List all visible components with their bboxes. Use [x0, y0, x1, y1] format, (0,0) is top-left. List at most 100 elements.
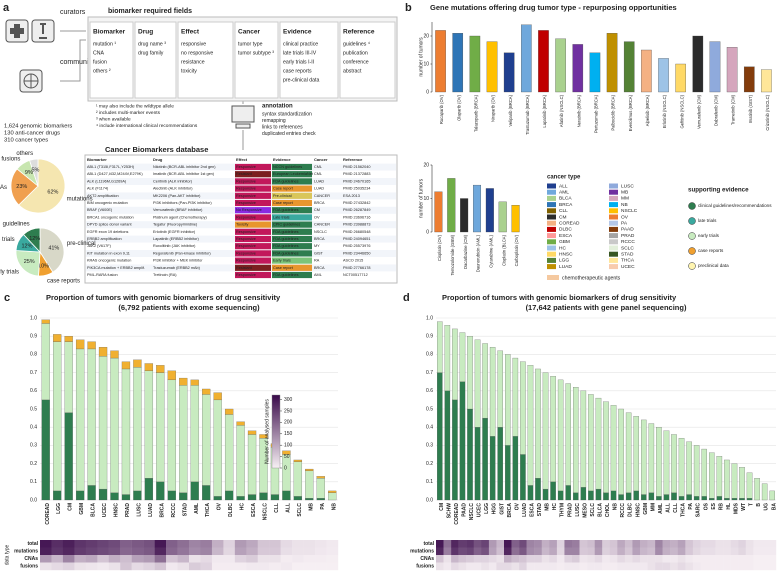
x-tick-label: MM [650, 503, 656, 511]
table-cell: PMID 25035234 [343, 187, 370, 191]
x-tick-label: LUSC [575, 503, 581, 517]
bar-segment [293, 459, 303, 462]
table-cell-color [235, 250, 271, 257]
table-cell: PI3K inhibitors (Pan-PI3K inhibitor) [153, 201, 212, 205]
legend-label: case reports [698, 248, 724, 253]
table-cell: ESA 2013 [343, 194, 360, 198]
colorbar-tick-label: 50 [284, 454, 290, 460]
heatmap-cell [223, 562, 236, 571]
table-cell: GIST [314, 251, 324, 255]
bar-segment [512, 436, 519, 501]
heatmap-cell [526, 540, 535, 548]
heatmap-cell [120, 540, 132, 548]
heatmap-cell [526, 547, 535, 556]
legend-swatch [547, 251, 556, 257]
heatmap-cell [579, 562, 588, 571]
heatmap-cell [594, 562, 603, 571]
heatmap-cell [481, 562, 490, 571]
x-tick-label: RCCC [620, 503, 626, 518]
field-item: conference [343, 59, 369, 65]
annotation-item: links to references [262, 124, 303, 130]
x-tick-label: ALL [285, 503, 291, 513]
bar-segment [156, 365, 165, 373]
heatmap-cell [647, 555, 656, 563]
table-cell: PMID 25573976 [343, 244, 370, 248]
table-cell: European LeukemiaNet [273, 172, 314, 176]
field-box [89, 21, 134, 99]
x-tick-label: Niraparib (OV) [491, 94, 496, 122]
legend-marker [688, 262, 696, 270]
legend-label: MM [621, 196, 629, 202]
heatmap-cell [511, 540, 520, 548]
heatmap-cell [511, 562, 520, 571]
heatmap-cell [564, 540, 573, 548]
legend-title: supporting evidence [688, 187, 749, 194]
panel-letter: a [3, 2, 10, 14]
legend-label: NB [621, 202, 628, 208]
y-tick-label: 0.2 [30, 461, 37, 467]
table-cell: ALK (L1196M,G1269A) [87, 179, 127, 183]
legend-label: NSCLC [621, 208, 638, 214]
bar-segment [87, 341, 96, 350]
heatmap-cell [753, 562, 762, 571]
table-cell: PML-RARA fusion [87, 273, 118, 277]
heatmap-cell [451, 555, 459, 563]
pie-value-label: 5% [31, 167, 39, 173]
heatmap-cell [189, 540, 201, 548]
bar-segment [213, 496, 222, 501]
table-cell: PMID 27766178 [343, 266, 370, 270]
bar-segment [633, 490, 639, 501]
colorbar-tick-label: 150 [284, 431, 293, 437]
heatmap-cell [131, 540, 144, 548]
table-cell: EGFR exon 19 deletions [87, 230, 128, 234]
table-cell: OV [314, 215, 320, 219]
bar-segment [489, 346, 496, 437]
x-tick-label: BRCA [159, 503, 165, 518]
table-cell-color [235, 185, 271, 192]
bar-segment [739, 498, 745, 501]
bar-segment [482, 343, 488, 419]
field-title: Effect [181, 29, 200, 36]
bar-segment [610, 405, 617, 492]
x-tick-label: AML [658, 503, 664, 514]
table-cell: DPYD splice donor variant [87, 223, 132, 227]
table-cell: Case report [273, 201, 294, 205]
x-tick-label: WT [741, 503, 747, 511]
heatmap-cell [624, 547, 633, 556]
heatmap-cell [700, 547, 709, 556]
legend-marker [688, 202, 696, 210]
heatmap-cell [451, 547, 459, 556]
heatmap-cell [715, 555, 724, 563]
x-tick-label: CHOL [605, 503, 611, 517]
table-cell: BRCA [314, 201, 325, 205]
heatmap-cell [587, 555, 595, 563]
heatmap-cell [315, 562, 327, 571]
heatmap-cell [640, 540, 648, 548]
heatmap-cell [51, 555, 64, 563]
table-cell-color [235, 171, 271, 178]
heatmap-cell [280, 547, 293, 556]
footnote: ² includes multi-marker events [96, 110, 161, 116]
x-tick-label: Neratinib (BRCA) [576, 94, 581, 127]
legend-label: LUSC [621, 183, 634, 189]
heatmap-row-label: fusions [416, 564, 434, 570]
heatmap-cell [677, 562, 686, 571]
table-cell: Tegafur (Fluoropyrimidine) [153, 223, 198, 227]
bar-segment [247, 494, 257, 501]
heatmap-cell [541, 555, 550, 563]
legend-swatch [547, 257, 556, 263]
legend-swatch [609, 195, 618, 201]
y-tick-label: 0.8 [30, 352, 37, 358]
bar-segment [87, 485, 96, 501]
table-cell: Responsive [236, 215, 256, 219]
heatmap-cell [303, 562, 316, 571]
table-cell: Regorafenib (Pan-kinase inhibitor) [153, 251, 211, 255]
heatmap-cell [40, 562, 52, 571]
heatmap-cell [715, 540, 724, 548]
bar-segment [701, 496, 707, 501]
bar-segment [656, 496, 662, 501]
table-cell-color [235, 243, 271, 250]
x-tick-label: AML [194, 503, 200, 514]
pie-value-label: 25% [24, 259, 35, 265]
heatmap-cell [685, 547, 694, 556]
